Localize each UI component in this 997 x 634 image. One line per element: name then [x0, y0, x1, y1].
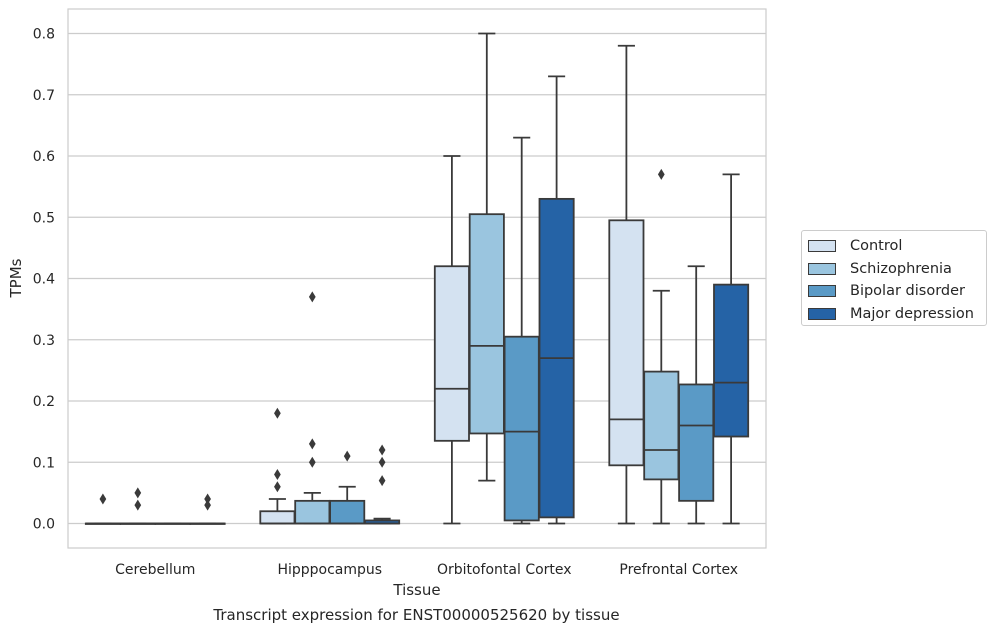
- legend-label: Major depression: [850, 305, 974, 322]
- outlier-point: [308, 438, 316, 450]
- outlier-point: [343, 450, 351, 462]
- outlier-point: [378, 444, 386, 456]
- box-iqr: [329, 499, 366, 525]
- box-iqr: [433, 265, 470, 442]
- y-tick-labels: 0.0 0.1 0.2 0.3 0.4 0.5 0.6 0.7 0.8: [33, 27, 55, 533]
- x-tick-labels: Cerebellum Hipppocampus Orbitofontal Corte…: [115, 562, 738, 578]
- box-iqr: [468, 213, 505, 435]
- legend-item: Schizophrenia: [808, 258, 986, 281]
- x-tick-label: Cerebellum: [115, 562, 195, 578]
- outlier-point: [134, 487, 142, 499]
- box-iqr: [294, 499, 331, 525]
- outlier-point: [378, 456, 386, 468]
- box-iqr: [503, 335, 540, 522]
- legend-swatch: [808, 262, 836, 275]
- y-tick-label: 0.6: [33, 149, 55, 165]
- y-tick-label: 0.3: [33, 333, 55, 349]
- outlier-point: [204, 493, 211, 505]
- outlier-point: [274, 481, 281, 493]
- outlier-point: [204, 499, 211, 511]
- y-tick-label: 0.4: [33, 272, 55, 288]
- box-schizophrenia: [119, 487, 156, 525]
- legend-swatch: [808, 240, 836, 253]
- legend: Control Schizophrenia Bipolar disorder Majo…: [801, 230, 987, 326]
- y-tick-label: 0.0: [33, 517, 55, 533]
- outlier-point: [657, 168, 665, 180]
- box-bipolar-disorder: [329, 450, 366, 525]
- box-iqr: [713, 283, 750, 438]
- y-tick-label: 0.8: [33, 27, 55, 43]
- legend-item: Major depression: [808, 303, 986, 326]
- outlier-point: [378, 475, 386, 487]
- y-tick-label: 0.7: [33, 88, 55, 104]
- y-tick-label: 0.2: [33, 394, 55, 410]
- outlier-point: [308, 291, 316, 303]
- legend-swatch: [808, 307, 836, 320]
- outlier-point: [274, 407, 281, 419]
- x-tick-label: Orbitofontal Cortex: [437, 562, 572, 578]
- box-schizophrenia: [468, 32, 505, 482]
- box-major-depression: [189, 493, 226, 525]
- box-iqr: [643, 370, 680, 481]
- box-bipolar-disorder: [154, 522, 191, 525]
- y-axis-label: TPMs: [7, 258, 25, 298]
- box-major-depression: [713, 173, 750, 525]
- box-major-depression: [538, 75, 575, 525]
- chart-caption: Transcript expression for ENST0000052562…: [213, 606, 620, 624]
- legend-label: Control: [850, 238, 903, 255]
- legend-item: Control: [808, 235, 986, 258]
- outlier-point: [274, 469, 281, 480]
- box-major-depression: [364, 444, 401, 525]
- box-control: [84, 493, 121, 525]
- outlier-point: [99, 493, 107, 505]
- box-iqr: [259, 510, 296, 525]
- box-iqr: [608, 219, 645, 467]
- box-control: [433, 155, 470, 525]
- x-tick-label: Prefrontal Cortex: [619, 562, 738, 578]
- legend-label: Bipolar disorder: [850, 283, 965, 300]
- plot-frame: [67, 8, 767, 549]
- legend-label: Schizophrenia: [850, 260, 952, 277]
- grid-lines: [68, 32, 766, 525]
- legend-item: Bipolar disorder: [808, 280, 986, 303]
- outlier-point: [308, 456, 316, 468]
- box-schizophrenia: [643, 168, 680, 525]
- y-tick-label: 0.5: [33, 210, 55, 226]
- outlier-point: [134, 499, 142, 511]
- box-control: [259, 407, 296, 525]
- y-tick-label: 0.1: [33, 455, 55, 471]
- box-bipolar-disorder: [503, 136, 540, 525]
- box-groups: [84, 32, 750, 525]
- box-control: [608, 44, 645, 525]
- box-schizophrenia: [294, 291, 331, 525]
- x-axis-label: Tissue: [392, 581, 440, 599]
- x-tick-label: Hipppocampus: [277, 562, 382, 578]
- legend-swatch: [808, 285, 836, 298]
- box-iqr: [678, 383, 715, 502]
- box-bipolar-disorder: [678, 265, 715, 525]
